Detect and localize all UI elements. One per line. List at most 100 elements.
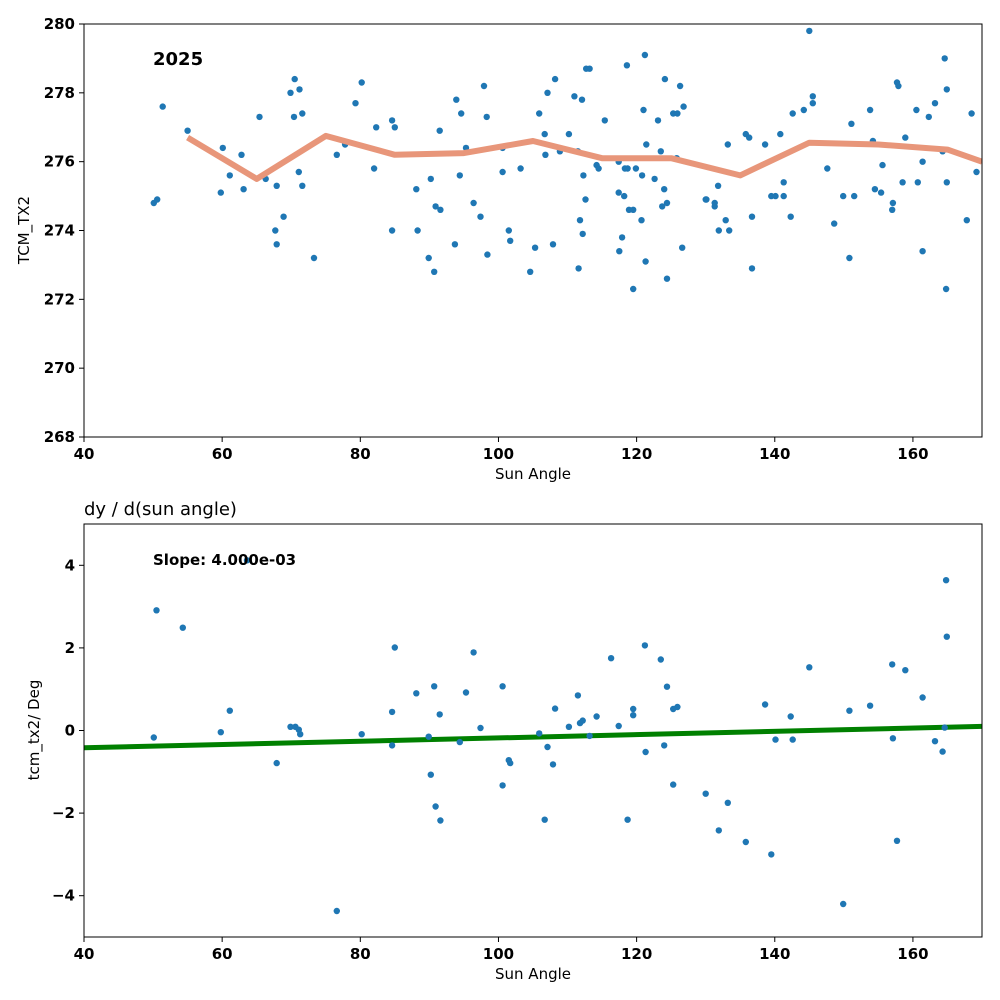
top-x-tick-label: 80 [350, 445, 371, 463]
top-data-point [624, 165, 631, 172]
bottom-data-point [358, 731, 365, 738]
bottom-data-point [432, 803, 439, 810]
bottom-x-tick-label: 100 [483, 945, 514, 963]
top-data-point [431, 268, 438, 275]
top-data-point [659, 203, 666, 210]
top-x-tick-label: 140 [759, 445, 790, 463]
top-data-point [483, 113, 490, 121]
top-y-tick-label: 274 [44, 222, 75, 240]
bottom-data-point [866, 702, 874, 709]
bottom-data-point [641, 642, 649, 649]
top-data-point [679, 244, 686, 251]
top-data-point [877, 189, 885, 196]
top-data-point [333, 151, 340, 158]
top-data-point [643, 141, 650, 148]
bottom-data-point [724, 799, 731, 806]
top-data-point [715, 227, 722, 234]
bottom-data-point [893, 837, 901, 844]
top-data-point [484, 251, 491, 258]
bottom-x-tick-label: 40 [74, 945, 95, 963]
top-data-point [780, 192, 787, 200]
top-data-point [942, 285, 950, 293]
top-data-point [726, 227, 733, 234]
bottom-plot-marks: 40 60 80 100 120 140 160 −4 −2 0 2 4 [52, 523, 983, 963]
bottom-data-point [179, 624, 186, 631]
bottom-data-point [902, 667, 909, 674]
bottom-data-point [574, 692, 582, 699]
bottom-data-point [670, 781, 677, 788]
bottom-data-point [287, 723, 294, 730]
bottom-plot: dy / d(sun angle) 40 60 80 100 120 140 160−4−2… [25, 499, 983, 983]
top-data-point [618, 234, 626, 241]
bottom-data-point [388, 742, 396, 749]
top-data-point [240, 186, 247, 193]
bottom-y-tick-label: 0 [65, 722, 75, 740]
top-data-point [871, 186, 879, 193]
top-data-point [477, 213, 484, 220]
top-data-point [536, 110, 543, 117]
top-data-point [787, 213, 794, 220]
top-data-point [517, 165, 524, 172]
top-data-point [800, 106, 807, 114]
top-data-point [456, 172, 463, 179]
top-plot-x-axis-label: Sun Angle [495, 465, 571, 483]
bottom-data-point [806, 664, 813, 671]
top-data-point [273, 182, 280, 189]
top-data-point [549, 241, 557, 248]
top-data-point [565, 130, 573, 138]
bottom-data-point [297, 731, 304, 738]
top-data-point [616, 248, 623, 255]
top-data-point [287, 89, 294, 97]
top-data-point [576, 217, 584, 224]
top-data-point [414, 227, 421, 234]
top-data-point [846, 254, 853, 262]
top-data-point [806, 27, 813, 35]
bottom-data-point [941, 724, 948, 731]
top-data-point [427, 175, 434, 183]
top-data-point [663, 199, 671, 207]
top-data-point [578, 96, 586, 103]
top-data-point [299, 110, 306, 117]
top-data-point [889, 199, 897, 207]
bottom-data-point [507, 759, 514, 767]
bottom-data-point [273, 759, 280, 767]
bottom-data-point [661, 742, 668, 749]
top-data-point [640, 106, 647, 114]
top-data-point [748, 213, 756, 220]
top-data-point [641, 51, 649, 59]
bottom-data-point [499, 683, 506, 690]
top-data-point [851, 192, 858, 200]
bottom-data-point [761, 701, 769, 708]
top-data-point [358, 79, 365, 86]
bottom-fit-line [84, 723, 982, 751]
bottom-data-point [586, 732, 593, 740]
bottom-data-point [226, 707, 233, 714]
bottom-data-point [593, 713, 600, 720]
bottom-data-point [470, 649, 477, 656]
top-data-point [586, 65, 593, 72]
bottom-data-point [607, 655, 615, 662]
top-data-point [879, 161, 886, 169]
bottom-data-point [630, 712, 637, 719]
bottom-data-point [388, 708, 396, 716]
bottom-data-point [931, 738, 939, 745]
top-x-tick-label: 100 [483, 445, 514, 463]
bottom-data-point [715, 827, 722, 834]
top-data-point [579, 230, 586, 238]
bottom-data-point [456, 738, 463, 746]
bottom-data-point [768, 851, 775, 858]
top-data-point [542, 151, 549, 158]
bottom-y-tick-label: −4 [52, 887, 75, 905]
bottom-data-point [551, 705, 559, 712]
top-data-point [630, 285, 637, 293]
top-data-point [761, 141, 769, 148]
top-data-point [748, 265, 756, 272]
bottom-y-tick-label: 4 [65, 556, 75, 574]
top-plot: 40 60 80 100 120 140 160268270272274276278280 … [15, 15, 983, 483]
top-y-tick-label: 272 [44, 290, 75, 308]
top-data-point [527, 268, 534, 275]
top-data-point [895, 82, 902, 90]
top-data-point [154, 196, 161, 203]
top-data-point [676, 82, 684, 90]
